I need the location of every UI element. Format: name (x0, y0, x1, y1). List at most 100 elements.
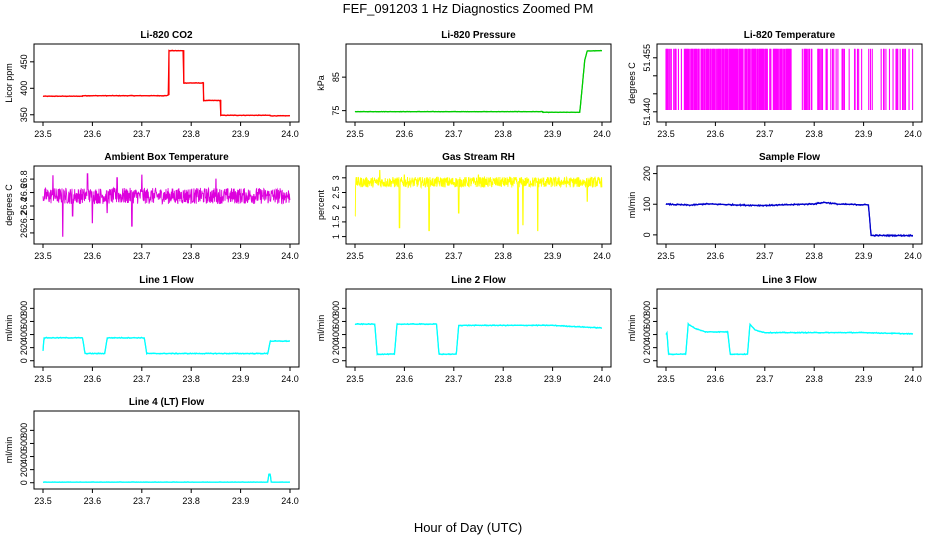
y-tick-label: 0 (19, 480, 29, 485)
x-axis-label: Hour of Day (UTC) (414, 520, 522, 535)
y-axis-label: ml/min (627, 315, 637, 342)
y-tick-label: 2 (331, 205, 341, 210)
y-tick-label: 800 (19, 301, 29, 316)
panel-data (665, 48, 914, 110)
y-tick-label: 600 (19, 436, 29, 451)
y-tick-label: 3 (331, 175, 341, 180)
series-line (665, 201, 913, 238)
x-tick-label: 23.8 (182, 496, 200, 506)
x-tick-label: 24.0 (281, 251, 299, 261)
x-tick-label: 23.8 (805, 251, 823, 261)
x-tick-label: 23.5 (657, 251, 675, 261)
x-tick-label: 23.8 (494, 374, 512, 384)
y-tick-label: 600 (19, 314, 29, 329)
y-tick-label: 0 (642, 358, 652, 363)
x-tick-label: 23.5 (346, 374, 364, 384)
panel-data (354, 322, 603, 356)
y-tick-label: 26.8 (19, 170, 29, 188)
panel-data (42, 173, 291, 237)
panel-0: Li-820 CO2 23.5 23.6 23.7 23.8 23.9 24.0 350 400… (4, 30, 300, 139)
y-tick-label: 800 (19, 423, 29, 438)
panel-data (665, 201, 913, 238)
x-tick-label: 23.6 (396, 129, 414, 139)
series-steps (355, 323, 603, 355)
x-tick-label: 24.0 (281, 129, 299, 139)
y-tick-label: 1.5 (331, 216, 341, 229)
x-tick-label: 23.8 (805, 374, 823, 384)
x-tick-label: 23.5 (346, 129, 364, 139)
x-tick-label: 23.6 (707, 251, 725, 261)
x-tick-label: 23.9 (544, 251, 562, 261)
y-tick-label: 85 (331, 72, 341, 82)
x-tick-label: 23.7 (133, 374, 151, 384)
y-tick-label: 0 (331, 358, 341, 363)
y-tick-label: 200 (19, 462, 29, 477)
plot-frame (656, 288, 923, 368)
series-steps (355, 50, 603, 113)
x-tick-label: 23.9 (544, 374, 562, 384)
plot-frame (33, 288, 300, 368)
x-tick-label: 23.6 (84, 129, 102, 139)
panel-3: Ambient Box Temperature 23.5 23.6 23.7 23.8 2… (4, 152, 300, 261)
y-axis-label: kPa (316, 75, 326, 91)
x-tick-label: 23.9 (232, 496, 250, 506)
y-tick-label: 100 (642, 197, 652, 212)
x-tick-label: 23.7 (445, 129, 463, 139)
x-tick-label: 23.7 (756, 374, 774, 384)
y-tick-label: 1 (331, 234, 341, 239)
figure-title: FEF_091203 1 Hz Diagnostics Zoomed PM (343, 1, 594, 16)
plot-frame (345, 288, 612, 368)
panel-title: Line 3 Flow (762, 275, 817, 286)
y-tick-label: 0 (642, 232, 652, 237)
x-tick-label: 23.7 (133, 251, 151, 261)
plot-frame (656, 43, 923, 123)
panel-1: Li-820 Pressure 23.5 23.6 23.7 23.8 23.9 24.0 7… (316, 30, 612, 139)
x-tick-label: 23.5 (34, 374, 52, 384)
x-tick-label: 23.9 (855, 251, 873, 261)
y-axis-label: ml/min (4, 437, 14, 464)
x-tick-label: 23.6 (707, 374, 725, 384)
x-tick-label: 24.0 (281, 496, 299, 506)
y-tick-label: 26 (19, 228, 29, 238)
x-tick-label: 23.6 (396, 251, 414, 261)
y-tick-label: 800 (642, 301, 652, 316)
x-tick-label: 23.5 (346, 251, 364, 261)
series-line (354, 170, 603, 235)
series-steps (42, 337, 290, 355)
panel-8: Line 3 Flow 23.5 23.6 23.7 23.8 23.9 24.0 0 2004… (627, 275, 923, 384)
x-tick-label: 23.8 (182, 251, 200, 261)
y-tick-label: 800 (331, 301, 341, 316)
y-tick-label: 350 (19, 107, 29, 122)
x-tick-label: 23.7 (756, 129, 774, 139)
x-tick-label: 23.9 (544, 129, 562, 139)
panel-title: Li-820 Temperature (744, 30, 836, 41)
panel-title: Ambient Box Temperature (104, 152, 229, 163)
x-tick-label: 24.0 (593, 251, 611, 261)
x-tick-label: 23.7 (756, 251, 774, 261)
x-tick-label: 23.5 (34, 251, 52, 261)
panel-5: Sample Flow 23.5 23.6 23.7 23.8 23.9 24.0 0 100 2… (627, 152, 923, 261)
y-tick-label: 51.455 (642, 44, 652, 72)
y-axis-label: percent (316, 189, 326, 220)
panel-9: Line 4 (LT) Flow 23.5 23.6 23.7 23.8 23.9 24.0… (4, 397, 300, 506)
y-tick-label: 0 (19, 358, 29, 363)
plot-frame (345, 43, 612, 123)
y-axis-label: ml/min (627, 192, 637, 219)
y-tick-label: 600 (331, 314, 341, 329)
x-tick-label: 24.0 (904, 129, 922, 139)
series-steps (665, 201, 913, 237)
plot-frame (33, 43, 300, 123)
x-tick-label: 23.8 (494, 251, 512, 261)
x-tick-label: 24.0 (593, 129, 611, 139)
x-tick-label: 23.7 (133, 129, 151, 139)
panel-data (665, 321, 914, 356)
y-tick-label: 200 (642, 340, 652, 355)
x-tick-label: 24.0 (593, 374, 611, 384)
y-tick-label: 400 (19, 81, 29, 96)
y-tick-label: 400 (19, 449, 29, 464)
panel-data (42, 336, 290, 356)
y-tick-label: 200 (642, 166, 652, 181)
series-line (42, 336, 290, 356)
x-tick-label: 24.0 (904, 251, 922, 261)
y-tick-label: 400 (19, 327, 29, 342)
